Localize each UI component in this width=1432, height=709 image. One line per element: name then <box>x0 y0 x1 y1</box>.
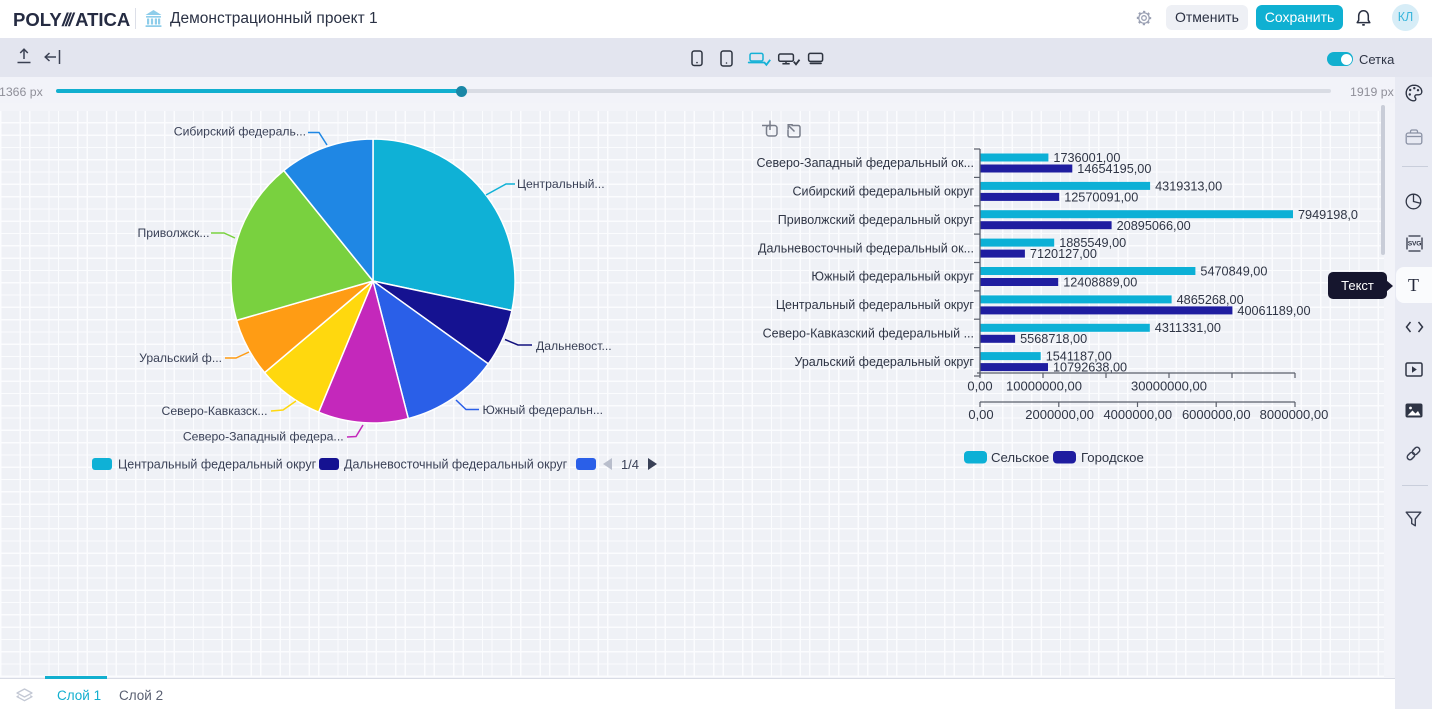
svg-text:SVG: SVG <box>1408 241 1422 248</box>
svg-text:Городское: Городское <box>1081 450 1144 465</box>
svg-text:Центральный федеральный округ: Центральный федеральный округ <box>776 298 975 312</box>
svg-text:12570091,00: 12570091,00 <box>1064 190 1138 204</box>
svg-text:6000000,00: 6000000,00 <box>1182 407 1251 422</box>
svg-text:Дальневосточный федеральный ок: Дальневосточный федеральный округ <box>344 458 568 472</box>
svg-text:4311331,00: 4311331,00 <box>1155 321 1221 335</box>
svg-text:4319313,00: 4319313,00 <box>1155 179 1222 193</box>
svg-text:2000000,00: 2000000,00 <box>1025 407 1094 422</box>
svg-text:Северо-Западный федера...: Северо-Западный федера... <box>183 430 344 444</box>
svg-text:1/4: 1/4 <box>621 457 639 472</box>
svg-text:Приволжск...: Приволжск... <box>137 226 209 240</box>
svg-text:12408889,00: 12408889,00 <box>1063 276 1137 290</box>
svg-text:Дальневосточный федеральный ок: Дальневосточный федеральный ок... <box>758 241 974 255</box>
svg-text:Северо-Кавказский федеральный: Северо-Кавказский федеральный ... <box>763 326 974 340</box>
svg-text:7949198,0: 7949198,0 <box>1298 208 1358 222</box>
svg-text:8000000,00: 8000000,00 <box>1260 407 1329 422</box>
svg-text:20895066,00: 20895066,00 <box>1117 219 1191 233</box>
svg-text:Уральский ф...: Уральский ф... <box>139 351 222 365</box>
svg-text:10000000,00: 10000000,00 <box>1006 379 1082 394</box>
svg-text:Сибирский федераль...: Сибирский федераль... <box>174 125 306 139</box>
svg-text:Уральский федеральный округ: Уральский федеральный округ <box>794 355 974 369</box>
svg-text:7120127,00: 7120127,00 <box>1030 247 1097 261</box>
svg-text:Северо-Западный федеральный ок: Северо-Западный федеральный ок... <box>757 156 974 170</box>
svg-text:Дальневост...: Дальневост... <box>536 339 612 353</box>
svg-text:Центральный федеральный округ: Центральный федеральный округ <box>118 458 317 472</box>
svg-text:14654195,00: 14654195,00 <box>1077 162 1151 176</box>
svg-text:4000000,00: 4000000,00 <box>1103 407 1172 422</box>
svg-text:5568718,00: 5568718,00 <box>1020 332 1087 346</box>
svg-text:Северо-Кавказск...: Северо-Кавказск... <box>162 404 268 418</box>
svg-text:30000000,00: 30000000,00 <box>1131 379 1207 394</box>
svg-text:Сельское: Сельское <box>991 450 1049 465</box>
svg-text:Центральный...: Центральный... <box>517 177 605 191</box>
svg-text:10792638,00: 10792638,00 <box>1053 361 1127 375</box>
svg-text:1736001,00: 1736001,00 <box>1053 151 1120 165</box>
svg-text:Сибирский федеральный округ: Сибирский федеральный округ <box>792 185 974 199</box>
svg-text:0,00: 0,00 <box>968 407 993 422</box>
svg-text:1885549,00: 1885549,00 <box>1059 236 1126 250</box>
svg-text:1541187,00: 1541187,00 <box>1046 350 1112 364</box>
svg-text:4865268,00: 4865268,00 <box>1177 293 1244 307</box>
svg-text:Южный федеральный округ: Южный федеральный округ <box>811 270 974 284</box>
svg-text:5470849,00: 5470849,00 <box>1200 265 1267 279</box>
svg-text:Приволжский федеральный округ: Приволжский федеральный округ <box>778 213 975 227</box>
svg-text:Южный федеральн...: Южный федеральн... <box>483 403 603 417</box>
svg-text:0,00: 0,00 <box>967 379 992 394</box>
svg-text:40061189,00: 40061189,00 <box>1237 304 1310 318</box>
